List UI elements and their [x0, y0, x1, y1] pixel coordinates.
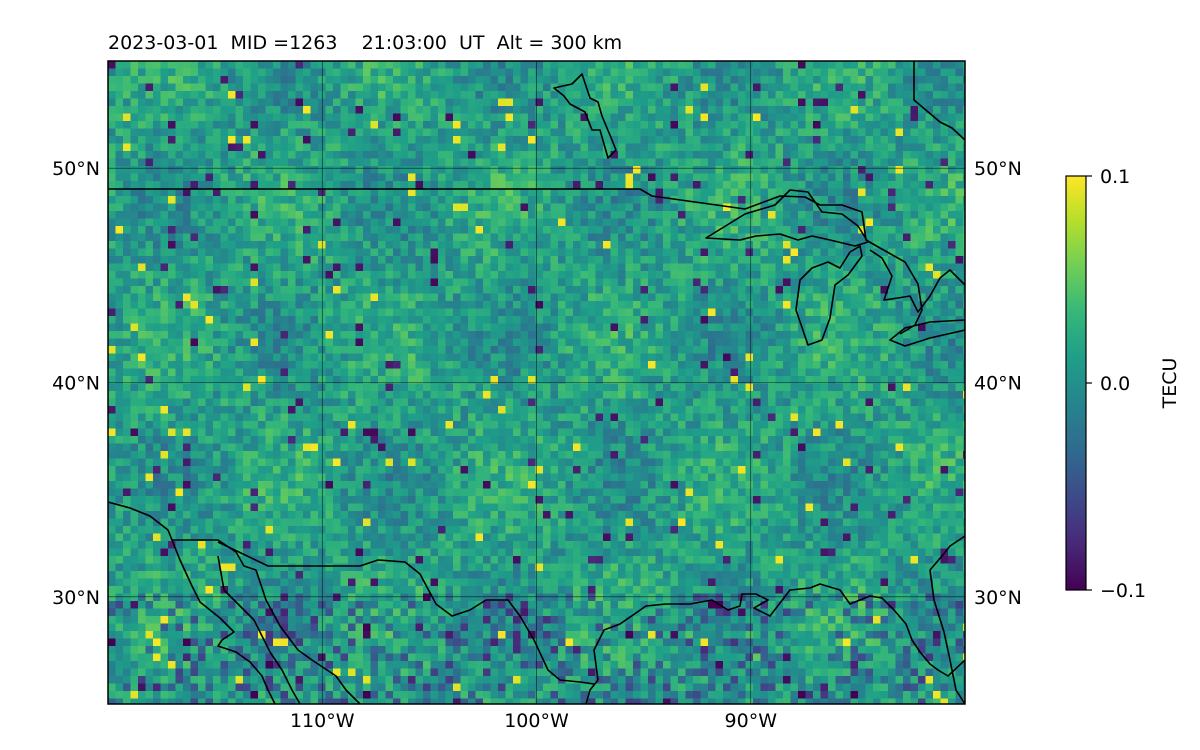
colorbar-gradient: [1065, 175, 1087, 591]
x-tick-labels: 110°W 100°W 90°W: [290, 710, 777, 732]
mexico-gulf-coast: [585, 679, 599, 704]
lake-huron: [869, 249, 965, 313]
baja-inner-coast: [217, 555, 301, 704]
map-frame: [107, 60, 966, 705]
y-tick-label-left: 40°N: [52, 373, 100, 395]
y-tick-label-left: 50°N: [52, 158, 100, 180]
x-tick-label: 90°W: [725, 710, 778, 732]
colorbar-tick-label: 0.0: [1100, 373, 1130, 395]
hudson-bay-shore: [553, 73, 617, 159]
colorbar-tick-label: 0.1: [1100, 166, 1130, 188]
map-title: 2023-03-01 MID =1263 21:03:00 UT Alt = 3…: [108, 32, 622, 54]
y-tick-label-right: 50°N: [974, 158, 1022, 180]
y-tick-label-right: 30°N: [974, 587, 1022, 609]
x-tick-label: 110°W: [290, 710, 355, 732]
atlantic-coast: [929, 535, 965, 571]
colorbar-tick-label: −0.1: [1100, 580, 1146, 602]
florida-west-coast: [929, 569, 965, 704]
tec-field-raster: [108, 61, 965, 704]
lake-superior: [705, 189, 869, 247]
james-bay-shore: [913, 61, 965, 141]
us-mexico-border: [217, 541, 595, 685]
colorbar-ticks: 0.1 0.0 −0.1: [1086, 166, 1146, 602]
lake-michigan: [795, 245, 863, 346]
tec-map: [107, 60, 966, 705]
us-canada-border: [108, 188, 881, 249]
lake-erie: [889, 319, 965, 347]
coastlines: [108, 61, 965, 704]
colorbar: 0.1 0.0 −0.1 TECU: [1065, 166, 1181, 602]
map-gridlines: [108, 61, 965, 704]
y-tick-label-left: 30°N: [52, 587, 100, 609]
x-tick-label: 100°W: [504, 710, 569, 732]
y-tick-labels-left: 50°N 40°N 30°N: [52, 158, 100, 609]
pacific-coast: [108, 501, 276, 704]
y-tick-label-right: 40°N: [974, 373, 1022, 395]
y-tick-labels-right: 50°N 40°N 30°N: [974, 158, 1022, 609]
colorbar-label: TECU: [1159, 358, 1181, 410]
gulf-coast: [593, 583, 965, 681]
